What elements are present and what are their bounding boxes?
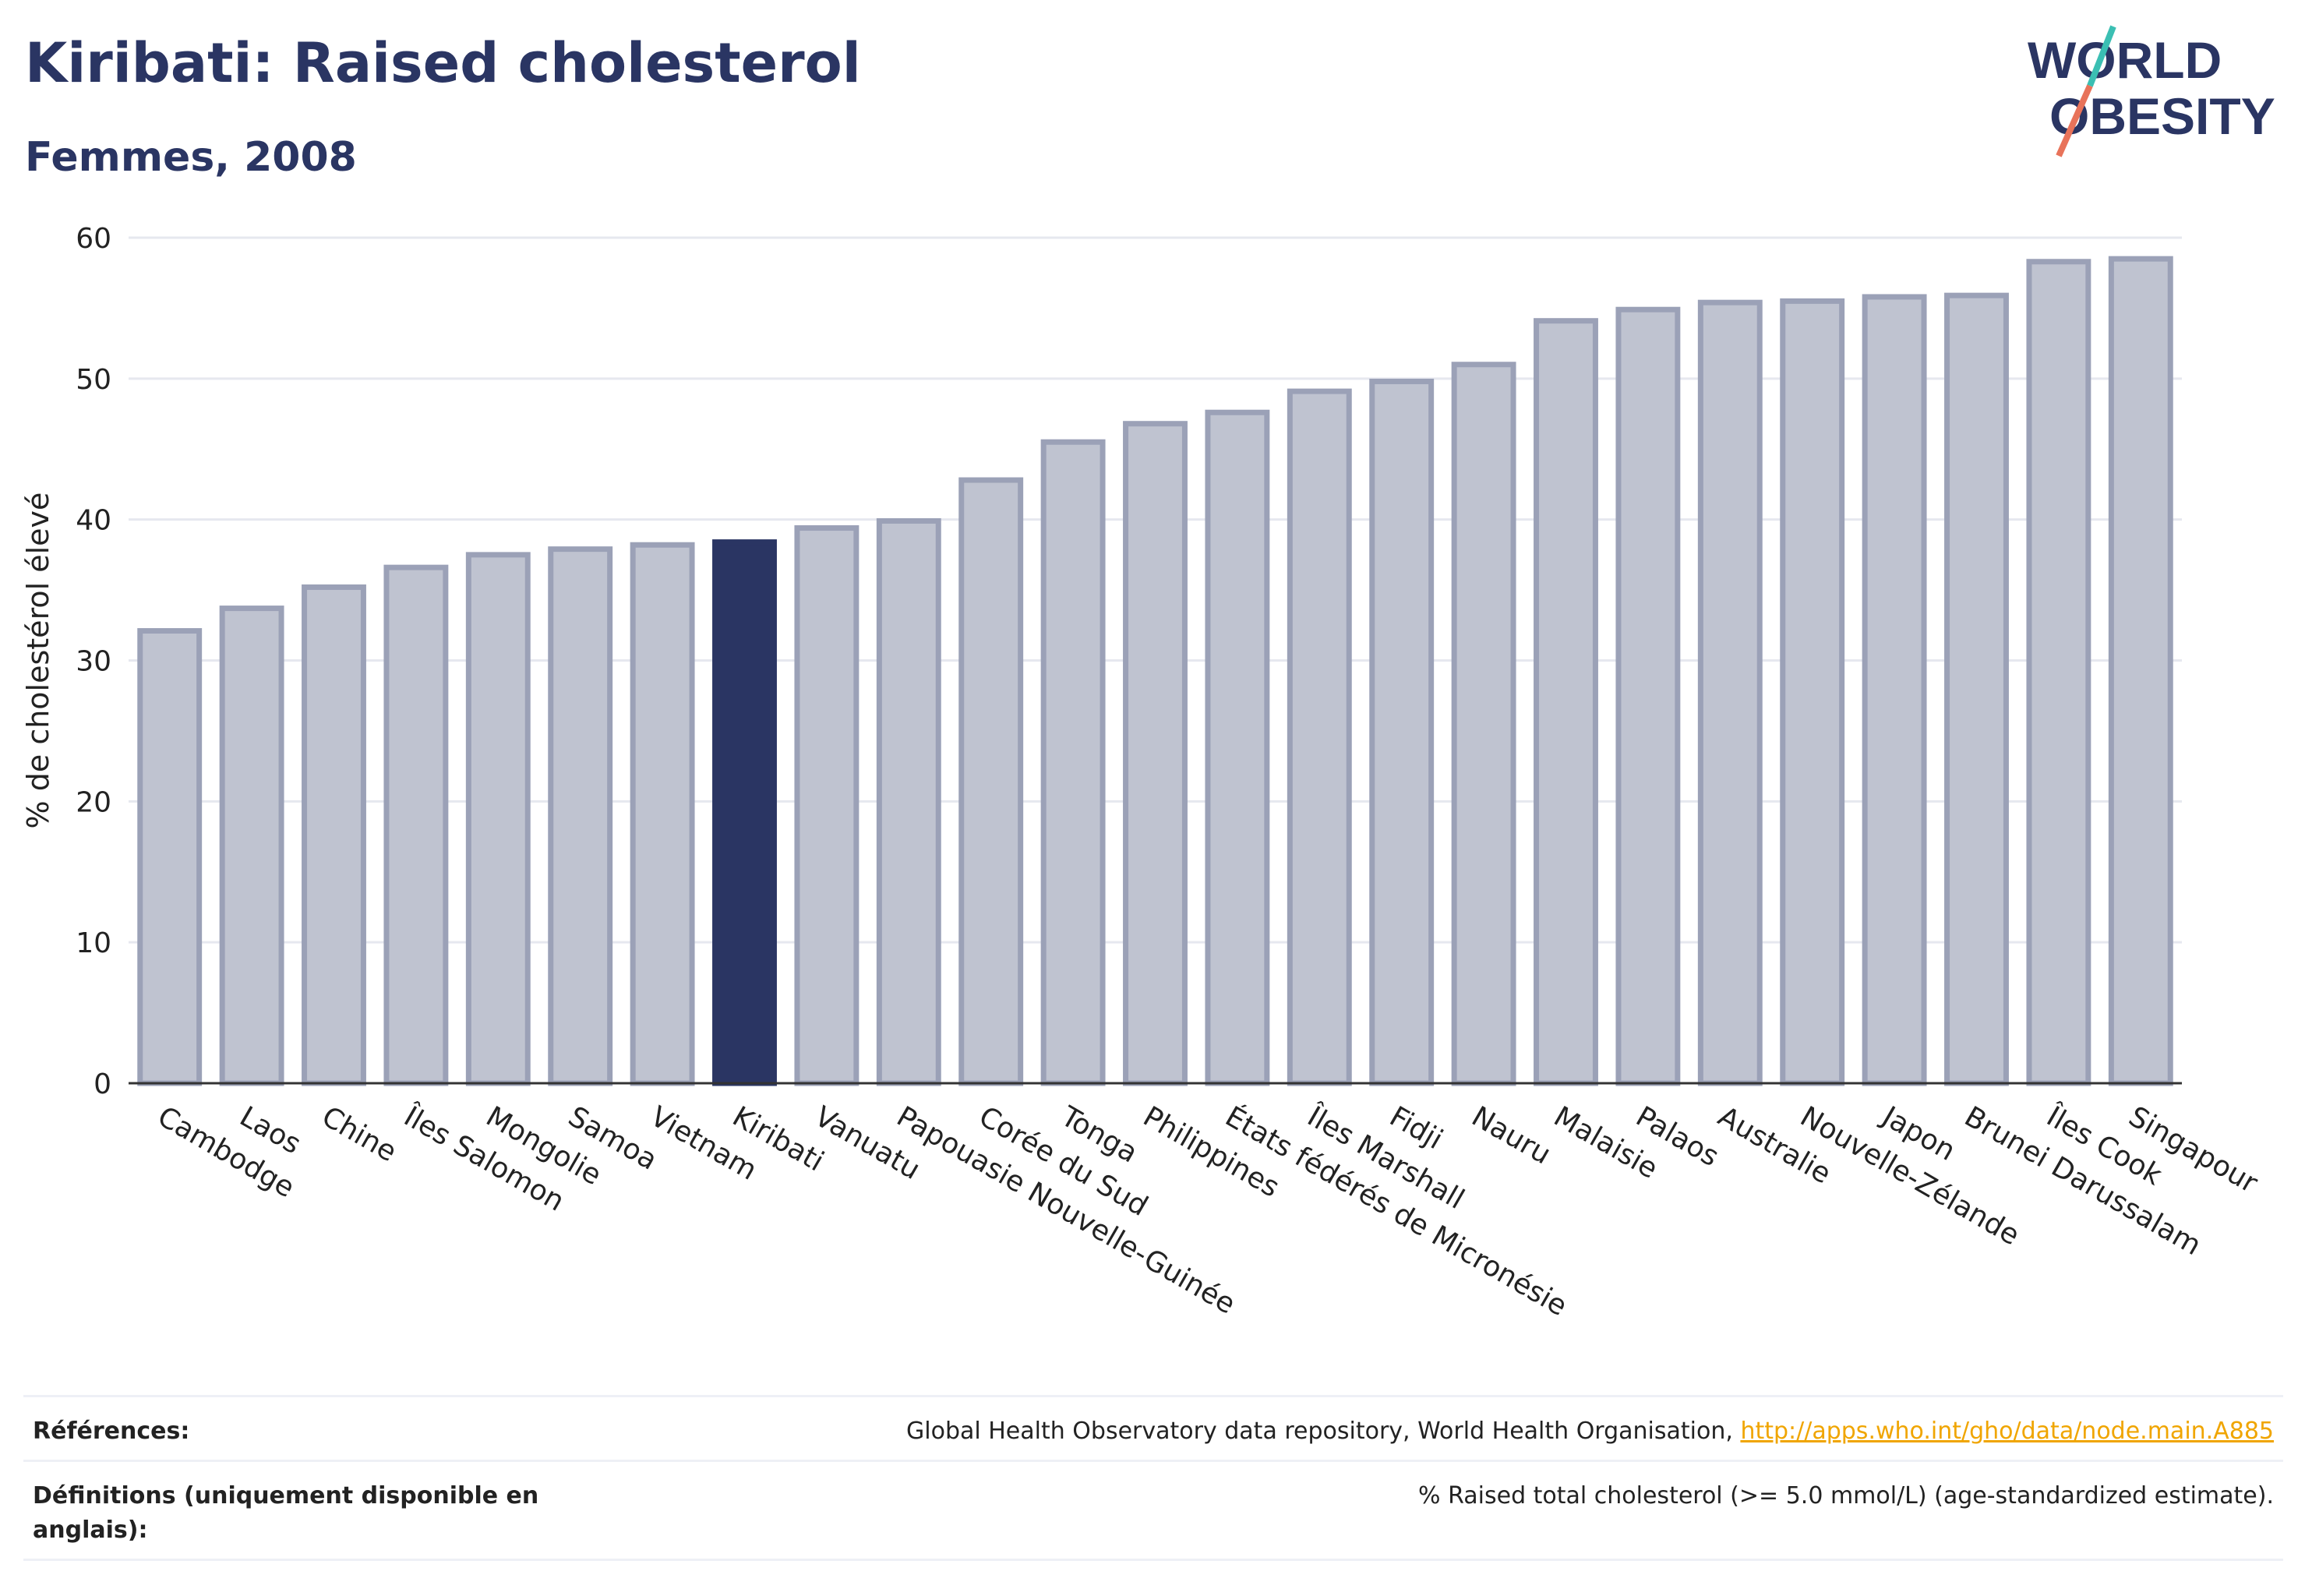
y-tick-label: 0 xyxy=(94,1068,111,1100)
y-axis-label: % de cholestérol élevé xyxy=(21,493,55,829)
logo-slash-upper xyxy=(2087,25,2116,87)
bar[interactable] xyxy=(1369,378,1435,1086)
bar[interactable] xyxy=(876,517,941,1086)
bar[interactable] xyxy=(219,606,284,1086)
x-tick-label: Chine xyxy=(316,1100,402,1168)
y-tick-label: 60 xyxy=(76,223,111,255)
bar[interactable] xyxy=(1862,294,1927,1086)
definitions-value: % Raised total cholesterol (>= 5.0 mmol/… xyxy=(1418,1482,2274,1509)
bar[interactable] xyxy=(1697,299,1763,1086)
bar[interactable] xyxy=(1451,362,1516,1086)
references-value: Global Health Observatory data repositor… xyxy=(906,1414,2274,1449)
bar[interactable] xyxy=(302,584,366,1086)
y-tick-label: 50 xyxy=(76,364,111,396)
y-tick-label: 10 xyxy=(76,927,111,959)
y-tick-label: 40 xyxy=(76,505,111,537)
bar[interactable] xyxy=(465,552,531,1086)
logo-slash-lower xyxy=(2056,84,2093,157)
bar[interactable] xyxy=(1615,306,1681,1086)
y-tick-label: 20 xyxy=(76,786,111,818)
bar[interactable] xyxy=(630,542,695,1086)
references-row: Références: Global Health Observatory da… xyxy=(23,1395,2283,1460)
y-tick-labels: 0 10 20 30 40 50 60 xyxy=(76,223,111,1100)
bar[interactable] xyxy=(548,546,613,1086)
bar[interactable] xyxy=(383,564,449,1086)
bar[interactable] xyxy=(1534,318,1598,1086)
bar[interactable] xyxy=(1780,298,1845,1086)
logo-line1: WORLD xyxy=(2028,31,2222,89)
x-tick-label: Nauru xyxy=(1467,1100,1556,1171)
definitions-row: Définitions (uniquement disponible en an… xyxy=(23,1460,2283,1561)
references-label: Références: xyxy=(33,1418,190,1445)
bar[interactable] xyxy=(1040,439,1106,1086)
bar[interactable] xyxy=(1944,292,2009,1086)
bar[interactable] xyxy=(1123,421,1188,1086)
definitions-label: Définitions (uniquement disponible en an… xyxy=(33,1482,539,1544)
bar[interactable] xyxy=(1287,388,1352,1086)
bar[interactable] xyxy=(137,628,203,1086)
y-tick-label: 30 xyxy=(76,646,111,678)
bar[interactable] xyxy=(2108,256,2173,1086)
bar[interactable] xyxy=(958,477,1024,1086)
world-obesity-logo[interactable]: WORLD OBESITY xyxy=(2026,23,2291,164)
page-subtitle: Femmes, 2008 xyxy=(25,134,357,181)
bar-highlight[interactable] xyxy=(712,539,777,1086)
references-table: Références: Global Health Observatory da… xyxy=(23,1395,2283,1561)
bar[interactable] xyxy=(1205,409,1270,1086)
references-link[interactable]: http://apps.who.int/gho/data/node.main.A… xyxy=(1740,1418,2274,1445)
bars xyxy=(137,256,2173,1086)
bar[interactable] xyxy=(2026,259,2091,1086)
references-text: Global Health Observatory data repositor… xyxy=(906,1418,1741,1445)
page-title: Kiribati: Raised cholesterol xyxy=(25,31,861,95)
bar[interactable] xyxy=(794,525,860,1086)
